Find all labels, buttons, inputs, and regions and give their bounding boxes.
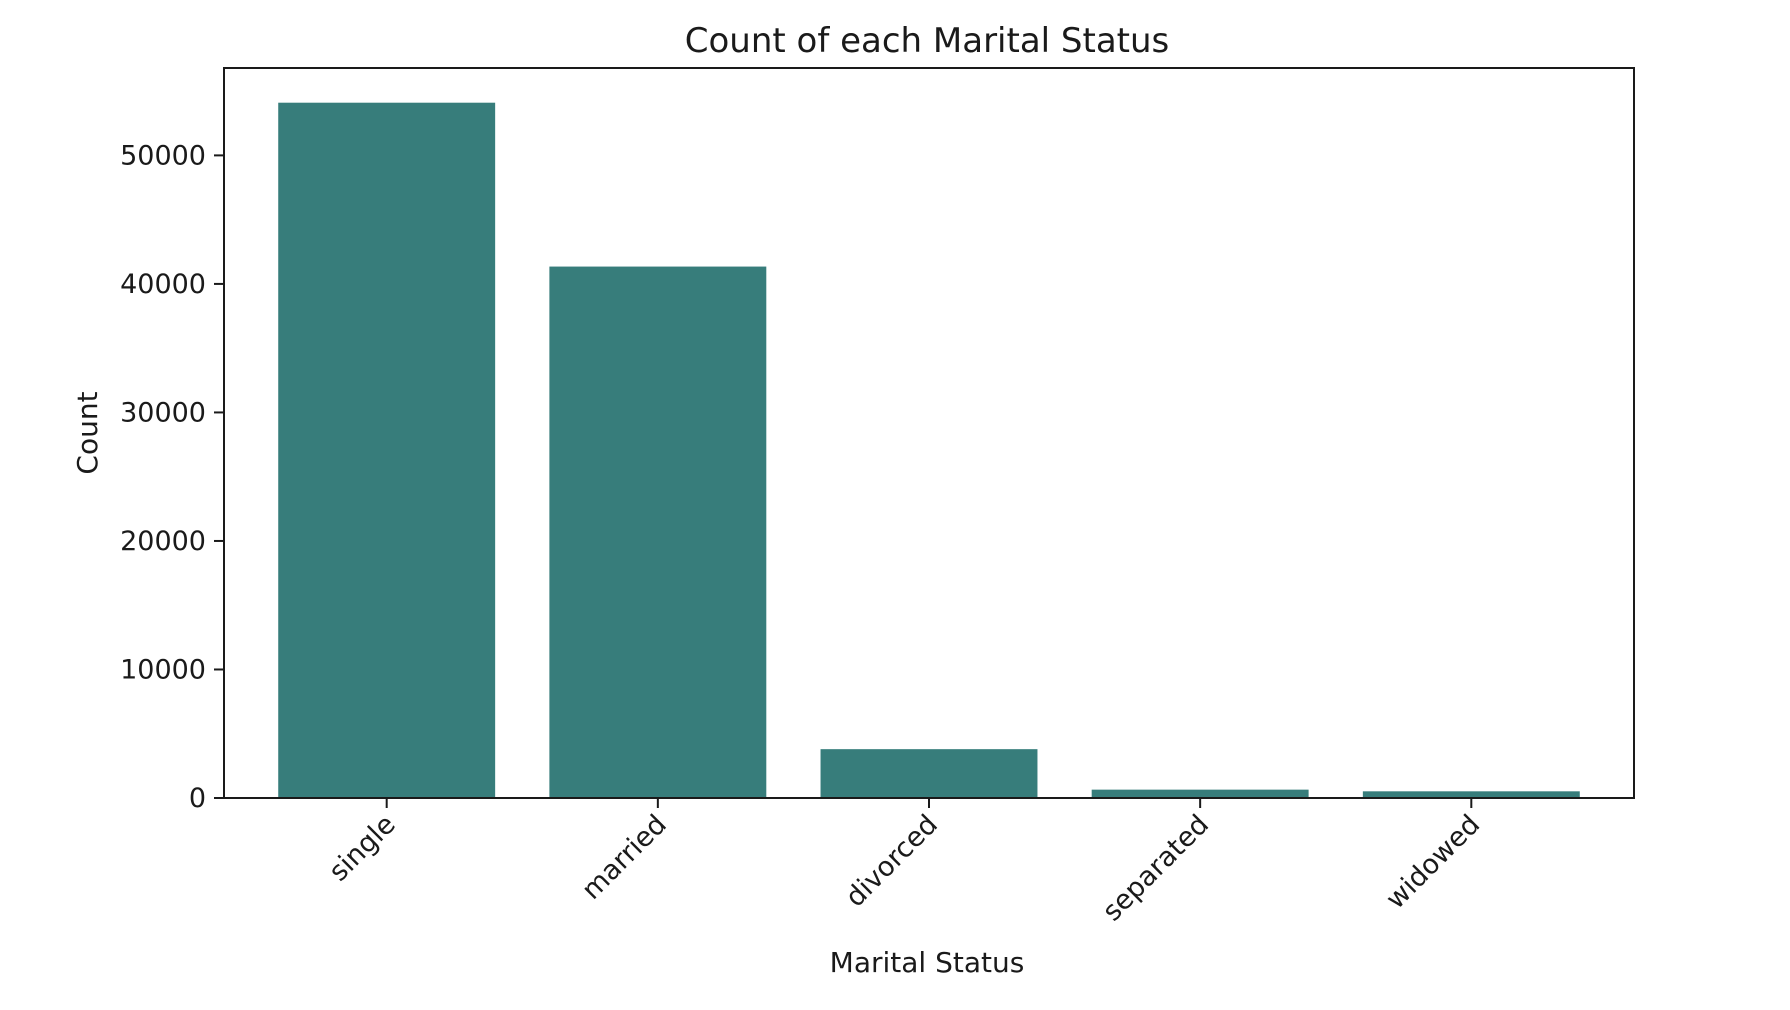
y-axis: 0 10000 20000 30000 40000 50000 bbox=[120, 140, 224, 814]
y-tick-label: 40000 bbox=[120, 269, 206, 300]
y-tick-label: 10000 bbox=[120, 654, 206, 685]
bars-layer bbox=[278, 102, 1580, 798]
chart-title: Count of each Marital Status bbox=[685, 21, 1170, 61]
bar-married bbox=[549, 266, 767, 798]
bar-single bbox=[278, 102, 496, 798]
x-tick-label-widowed: widowed bbox=[1380, 809, 1486, 915]
y-tick-label: 50000 bbox=[120, 140, 206, 171]
y-tick-label: 0 bbox=[189, 783, 206, 814]
y-axis-label: Count bbox=[71, 391, 104, 474]
bar-divorced bbox=[820, 749, 1038, 798]
x-axis: single married divorced separated widowed bbox=[323, 798, 1486, 927]
y-tick-label: 30000 bbox=[120, 397, 206, 428]
x-tick-label-single: single bbox=[323, 809, 401, 887]
x-axis-label: Marital Status bbox=[830, 946, 1025, 979]
bar-widowed bbox=[1362, 791, 1580, 798]
x-tick-label-separated: separated bbox=[1097, 809, 1215, 927]
x-tick-label-divorced: divorced bbox=[840, 809, 944, 913]
y-tick-label: 20000 bbox=[120, 526, 206, 557]
bar-separated bbox=[1091, 789, 1309, 798]
x-tick-label-married: married bbox=[576, 809, 673, 906]
